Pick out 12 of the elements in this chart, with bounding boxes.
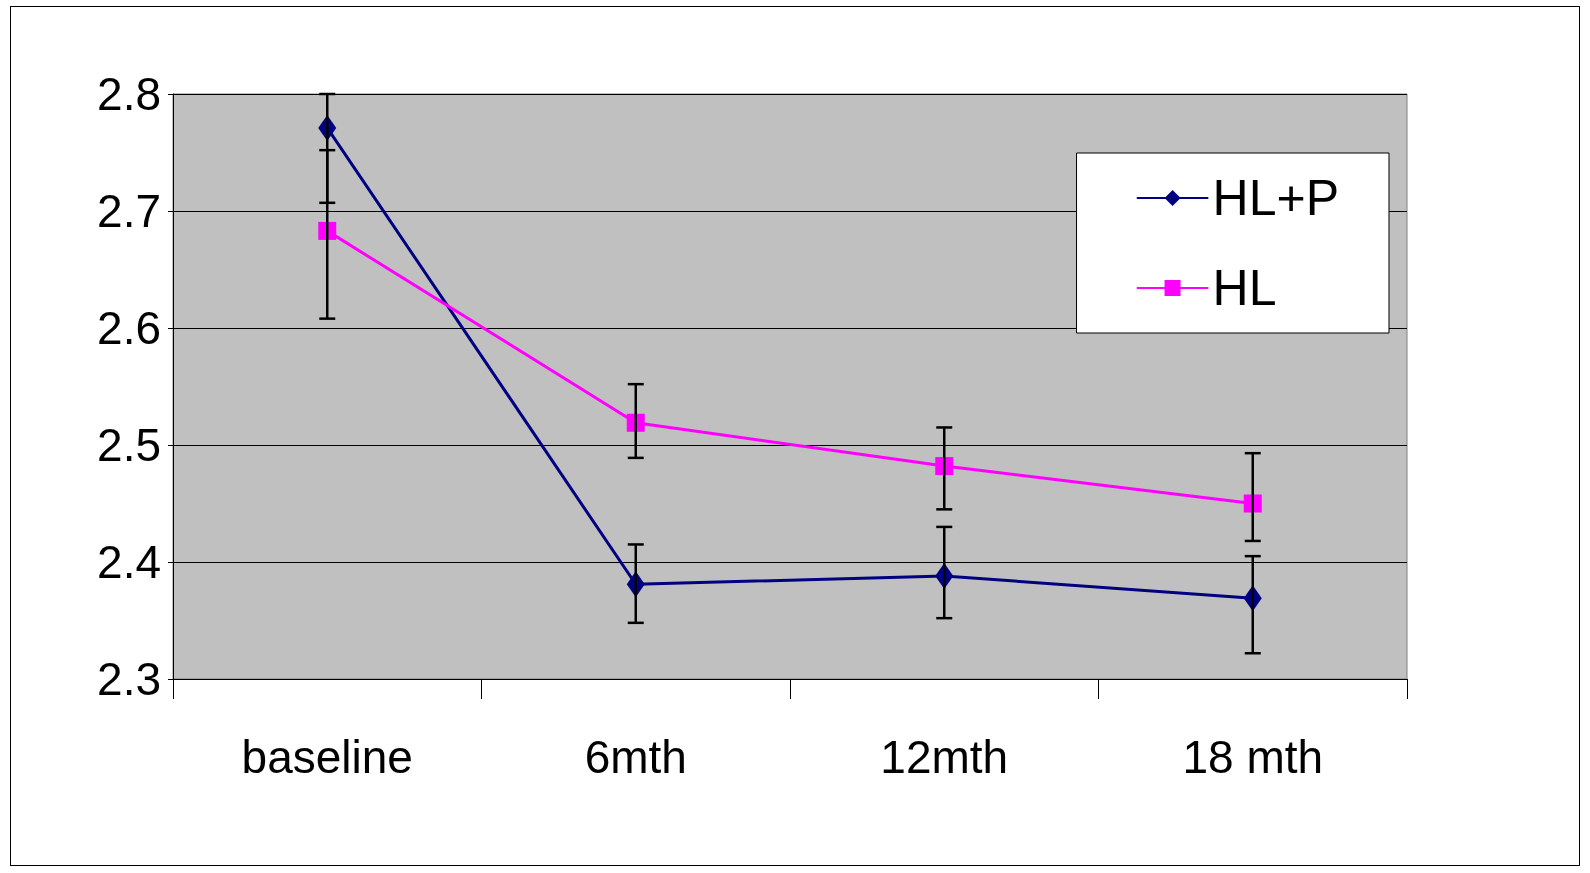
x-tick-label: 12mth [880, 731, 1009, 783]
y-tick-label: 2.7 [97, 185, 161, 237]
y-tick-label: 2.3 [97, 653, 161, 705]
legend-label: HL [1212, 260, 1277, 316]
y-tick-label: 2.6 [97, 302, 161, 354]
legend-label: HL+P [1212, 170, 1339, 226]
y-tick-label: 2.5 [97, 419, 161, 471]
y-tick-label: 2.4 [97, 536, 161, 588]
x-tick-label: 6mth [584, 731, 687, 783]
x-tick-label: 18 mth [1182, 731, 1324, 783]
y-tick-label: 2.8 [97, 68, 161, 120]
x-tick-label: baseline [241, 731, 413, 783]
